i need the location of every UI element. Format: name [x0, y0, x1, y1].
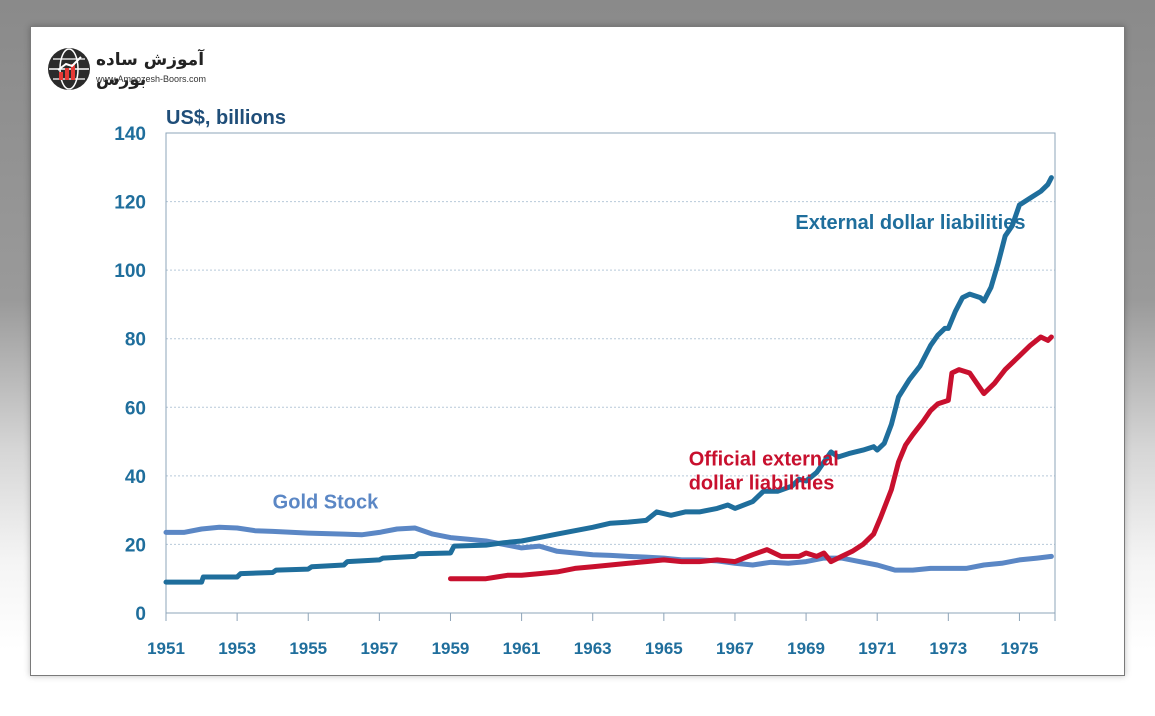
series-line-official-external-dollar-liabilities [448, 334, 1054, 582]
x-tick-label: 1963 [574, 639, 612, 658]
y-tick-label: 80 [125, 330, 146, 351]
x-tick-label: 1967 [716, 639, 754, 658]
y-tick-label: 140 [114, 124, 146, 145]
x-tick-label: 1969 [787, 639, 825, 658]
brand-name: آموزش ساده بورس [96, 50, 205, 90]
y-tick-label: 120 [114, 193, 146, 214]
x-tick-label: 1951 [147, 639, 185, 658]
brand-logo: آموزش ساده بورس www.Amoozesh-Boors.com [48, 48, 248, 94]
x-tick-label: 1953 [218, 639, 256, 658]
brand-url: www.Amoozesh-Boors.com [96, 74, 207, 84]
x-tick-label: 1959 [432, 639, 470, 658]
y-tick-label: 20 [125, 535, 146, 556]
series-annotation: dollar liabilities [689, 473, 835, 495]
plot-frame [165, 132, 1056, 614]
y-tick-label: 100 [114, 261, 146, 282]
x-tick-label: 1975 [1001, 639, 1039, 658]
series-annotation: External dollar liabilities [795, 212, 1025, 234]
series-line-gold-stock [163, 524, 1054, 573]
series-annotation: Official external [689, 449, 839, 471]
x-tick-label: 1957 [360, 639, 398, 658]
x-tick-label: 1965 [645, 639, 683, 658]
x-tick-label: 1973 [929, 639, 967, 658]
y-tick-label: 60 [125, 398, 146, 419]
y-tick-label: 0 [135, 604, 146, 625]
series-annotation: Gold Stock [273, 491, 379, 513]
x-tick-label: 1961 [503, 639, 541, 658]
globe-chart-icon [48, 48, 90, 90]
series-line-external-dollar-liabilities [163, 175, 1054, 585]
y-tick-label: 40 [125, 467, 146, 488]
x-tick-label: 1955 [289, 639, 327, 658]
x-tick-label: 1971 [858, 639, 896, 658]
y-axis-label: US$, billions [166, 107, 286, 129]
